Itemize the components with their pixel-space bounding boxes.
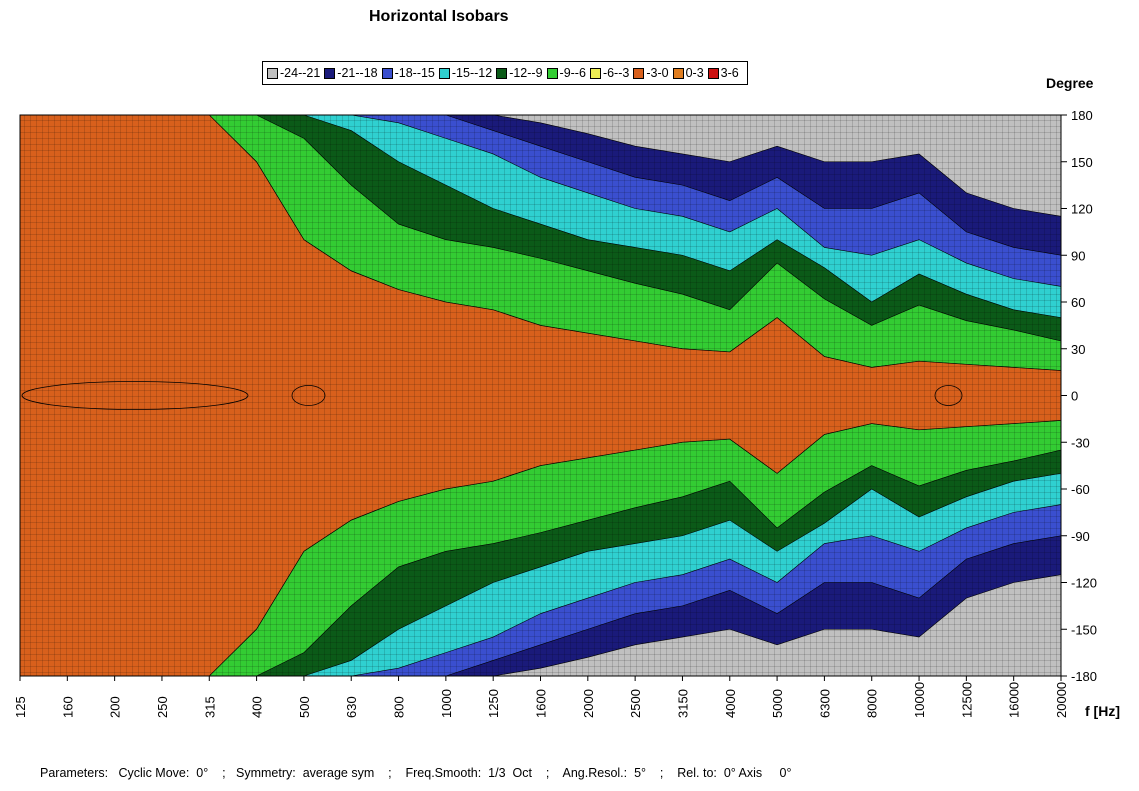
x-tick-label: 630	[344, 696, 359, 718]
y-tick-label: -90	[1071, 529, 1090, 544]
legend-item: -12--9	[496, 66, 543, 80]
legend-swatch	[546, 67, 558, 79]
x-tick-label: 125	[13, 696, 28, 718]
x-tick-label: 1250	[486, 689, 501, 718]
legend-label: 3-6	[720, 66, 739, 80]
y-tick-label: 150	[1071, 155, 1093, 170]
x-tick-label: 500	[297, 696, 312, 718]
x-tick-label: 3150	[675, 689, 690, 718]
y-tick-label: -120	[1071, 576, 1097, 591]
x-tick-label: 12500	[959, 682, 974, 718]
x-tick-label: 8000	[865, 689, 880, 718]
y-tick-label: -30	[1071, 435, 1090, 450]
y-tick-label: 90	[1071, 248, 1085, 263]
parameters-footer: Parameters: Cyclic Move: 0° ; Symmetry: …	[40, 766, 792, 780]
legend-swatch	[267, 67, 278, 79]
legend-label: -9--6	[559, 66, 586, 80]
x-tick-label: 10000	[912, 682, 927, 718]
legend-swatch	[633, 67, 645, 79]
x-tick-label: 2000	[581, 689, 596, 718]
x-tick-label: 16000	[1007, 682, 1022, 718]
legend-label: -15--12	[451, 66, 493, 80]
legend-item: -6--3	[589, 66, 630, 80]
x-tick-label: 6300	[817, 689, 832, 718]
legend-item: -9--6	[546, 66, 586, 80]
legend-swatch	[589, 67, 601, 79]
x-tick-label: 20000	[1054, 682, 1069, 718]
legend-item: -24--21	[267, 66, 320, 80]
legend-swatch	[707, 67, 719, 79]
legend-label: -21--18	[337, 66, 378, 80]
legend-swatch	[672, 67, 684, 79]
x-tick-label: 1600	[534, 689, 549, 718]
legend-swatch	[324, 67, 336, 79]
x-tick-label: 250	[155, 696, 170, 718]
x-tick-label: 5000	[770, 689, 785, 718]
heatmap-chart: 180 150 120 90 60 30 0 -30 -60 -90 -120 -150 -180 125…	[13, 108, 1097, 718]
legend-item: 3-6	[707, 66, 739, 80]
y-tick-label: 30	[1071, 342, 1085, 357]
y-tick-label: 60	[1071, 295, 1085, 310]
y-axis-label: Degree	[1046, 75, 1094, 91]
y-tick-label: 0	[1071, 389, 1078, 404]
x-tick-label: 4000	[723, 689, 738, 718]
x-tick-label: 2500	[628, 689, 643, 718]
legend-swatch	[438, 67, 450, 79]
legend-label: -3-0	[646, 66, 669, 80]
legend-item: -15--12	[438, 66, 493, 80]
x-tick-label: 800	[392, 696, 407, 718]
legend-item: 0-3	[672, 66, 704, 80]
chart-legend: -24--21 -21--18 -18--15 -15--12 -12--9 -9--6 -…	[262, 61, 748, 85]
legend-swatch	[496, 67, 508, 79]
legend-item: -18--15	[381, 66, 435, 80]
legend-label: -24--21	[280, 66, 321, 80]
x-tick-label: 1000	[439, 689, 454, 718]
legend-item: -3-0	[633, 66, 669, 80]
grid-overlay	[20, 115, 1061, 676]
x-axis-label: f [Hz]	[1085, 703, 1120, 719]
legend-label: -18--15	[394, 66, 435, 80]
chart-title: Horizontal Isobars	[369, 8, 509, 25]
x-tick-label: 160	[60, 696, 75, 718]
x-tick-label: 315	[202, 696, 217, 718]
y-tick-label: -60	[1071, 482, 1090, 497]
y-tick-label: -180	[1071, 669, 1097, 684]
x-tick-label: 400	[250, 696, 265, 718]
y-tick-label: 180	[1071, 108, 1093, 123]
legend-label: -6--3	[602, 66, 630, 80]
legend-item: -21--18	[324, 66, 378, 80]
y-tick-label: 120	[1071, 202, 1093, 217]
legend-label: 0-3	[685, 66, 704, 80]
y-tick-label: -150	[1071, 622, 1097, 637]
legend-swatch	[381, 67, 393, 79]
legend-label: -12--9	[509, 66, 543, 80]
x-tick-label: 200	[108, 696, 123, 718]
